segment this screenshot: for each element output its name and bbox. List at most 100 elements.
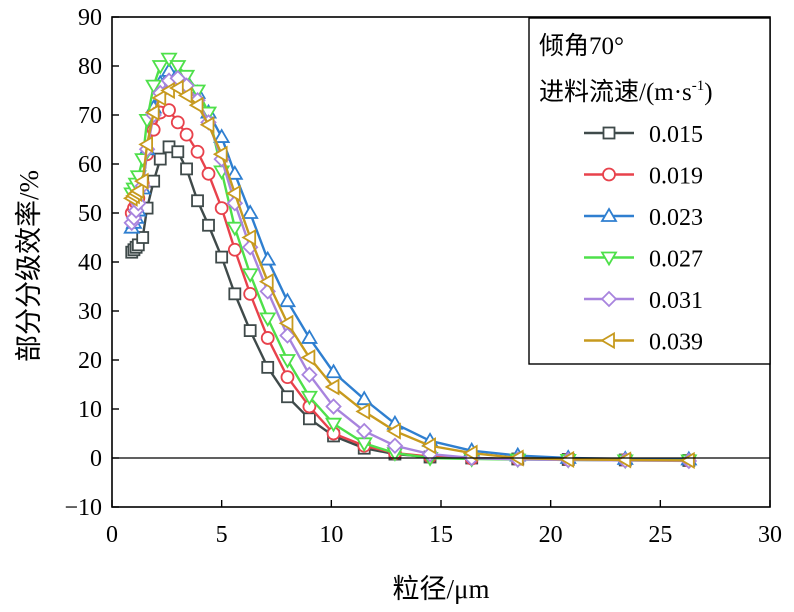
data-point: [300, 329, 318, 344]
legend-marker: [600, 207, 618, 222]
x-axis-title: 粒径/μm: [393, 574, 490, 604]
data-point: [214, 201, 229, 216]
data-point: [160, 52, 178, 68]
data-point: [169, 79, 184, 97]
legend-marker: [602, 167, 616, 182]
data-point: [355, 390, 373, 406]
data-point: [355, 422, 373, 440]
legend-label: 0.023: [649, 205, 703, 231]
legend-marker: [600, 290, 618, 308]
y-tick-label: 80: [78, 54, 102, 80]
data-point: [212, 145, 228, 163]
data-point: [559, 450, 575, 469]
data-point: [324, 417, 343, 433]
data-point: [243, 324, 257, 338]
data-point: [179, 127, 194, 142]
data-point: [180, 162, 193, 176]
legend-label: 0.015: [649, 122, 703, 148]
data-point: [162, 103, 176, 117]
y-tick-label: 20: [78, 348, 102, 374]
data-point: [153, 152, 167, 166]
data-point: [324, 363, 343, 379]
data-point: [278, 292, 297, 308]
legend-box: [528, 17, 771, 365]
data-point: [386, 437, 404, 455]
legend-title-line-2: 进料流速/(m·s-1): [539, 78, 713, 106]
data-point: [325, 398, 342, 415]
data-point: [226, 184, 241, 202]
legend-items: 0.015 0.019 0.023 0.027 0.031 0.039: [584, 122, 703, 356]
legend-item: 0.023: [584, 205, 703, 231]
data-point: [616, 451, 632, 469]
legend: 倾角70° 进料流速/(m·s-1) 0.0150.0190.0230.0270…: [528, 17, 771, 365]
data-point: [170, 115, 185, 130]
legend-marker: [602, 126, 616, 140]
data-point: [190, 144, 205, 159]
data-point: [259, 250, 277, 266]
legend-label: 0.031: [649, 288, 703, 314]
legend-marker: [600, 251, 618, 267]
data-point: [421, 437, 436, 455]
data-point: [227, 242, 242, 257]
legend-label: 0.027: [649, 247, 703, 273]
data-point: [177, 86, 193, 104]
x-tick-label: 15: [429, 522, 453, 548]
data-point: [138, 135, 153, 153]
data-point: [300, 390, 318, 406]
data-point: [191, 194, 204, 208]
data-point: [226, 165, 244, 180]
legend-marker: [600, 331, 615, 350]
data-point: [199, 116, 215, 134]
data-point: [281, 390, 294, 404]
data-point: [386, 422, 401, 440]
data-point: [279, 327, 296, 344]
y-tick-label: −10: [64, 495, 102, 521]
y-tick-label: 50: [78, 201, 102, 227]
data-point: [278, 314, 294, 332]
x-tick-label: 30: [758, 522, 782, 548]
data-point: [228, 287, 242, 301]
data-point: [129, 182, 145, 200]
x-tick-label: 5: [216, 522, 228, 548]
x-tick-label: 25: [648, 522, 672, 548]
series-line: [130, 86, 689, 462]
y-tick-label: 40: [78, 250, 102, 276]
plot-marks: [122, 52, 698, 470]
legend-title-text: 进料流速/(m·s: [539, 78, 692, 106]
legend-title-line-1: 倾角70°: [539, 32, 624, 60]
data-point: [258, 273, 274, 291]
data-point: [145, 79, 163, 95]
data-point: [324, 378, 340, 396]
x-tick-label: 20: [539, 522, 563, 548]
data-point: [261, 360, 275, 374]
data-point: [355, 402, 371, 421]
y-tick-label: 0: [90, 446, 102, 472]
data-point: [169, 60, 187, 75]
data-point: [188, 84, 207, 100]
data-point: [462, 444, 478, 462]
x-tick-label: 0: [106, 522, 118, 548]
data-point: [278, 354, 297, 369]
data-point: [260, 331, 275, 345]
y-tick-label: 70: [78, 103, 102, 129]
legend-item: 0.031: [584, 288, 703, 314]
data-point: [202, 218, 215, 232]
data-point: [241, 204, 259, 219]
y-tick-label: 10: [78, 397, 102, 423]
series-0.039: [122, 79, 695, 470]
data-point: [241, 228, 257, 247]
data-point: [280, 370, 295, 385]
y-tick-label: 30: [78, 299, 102, 325]
legend-label: 0.039: [649, 330, 703, 356]
data-point: [133, 172, 149, 190]
legend-title-suffix: ): [704, 79, 712, 106]
data-point: [259, 312, 277, 328]
data-point: [226, 221, 244, 237]
legend-item: 0.019: [584, 164, 703, 190]
data-point: [301, 366, 318, 383]
legend-item: 0.027: [584, 247, 703, 273]
y-tick-label: 90: [78, 5, 102, 31]
data-point: [144, 103, 160, 122]
